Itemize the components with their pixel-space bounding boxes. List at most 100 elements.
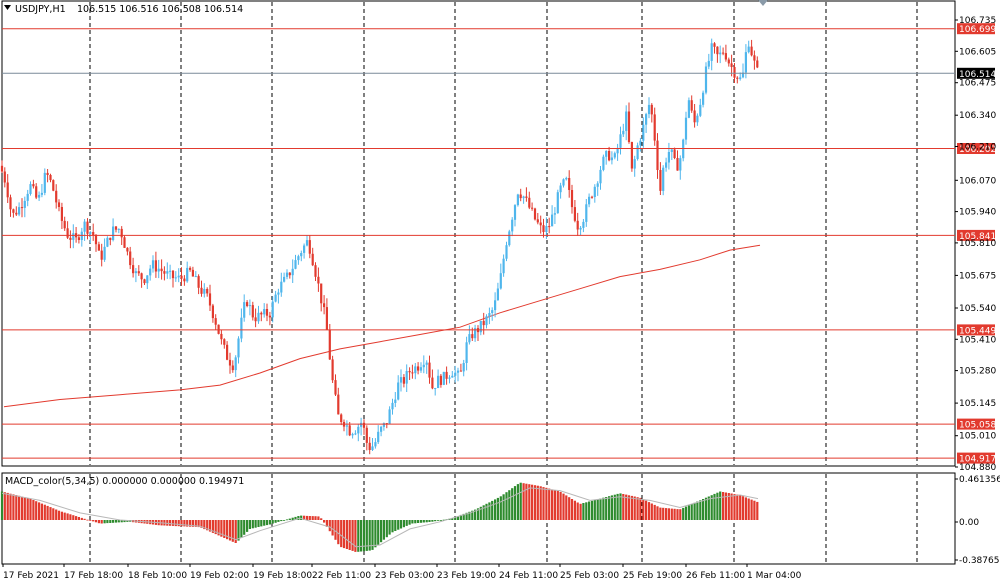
candle [297, 254, 300, 265]
candle [271, 296, 274, 323]
candle [665, 157, 668, 172]
price-tick-label: 106.605 [959, 47, 996, 57]
macd-histogram-bar [553, 490, 556, 520]
macd-histogram-bar [599, 498, 602, 520]
candle [391, 398, 394, 415]
candle [254, 308, 257, 328]
candle [240, 308, 243, 343]
macd-histogram-bar [442, 519, 445, 521]
macd-histogram-bar [465, 512, 468, 520]
candle [727, 57, 730, 67]
chart-header: USDJPY,H1 106.515 106.516 106.508 106.51… [4, 4, 243, 15]
macd-histogram-bar [399, 520, 403, 529]
candle [522, 195, 525, 204]
candle [656, 133, 659, 179]
macd-layer [0, 482, 759, 552]
candle [744, 44, 747, 79]
macd-histogram-bar [431, 520, 434, 522]
candle [9, 194, 12, 217]
candle [539, 215, 542, 234]
candle [106, 236, 109, 248]
candle [645, 112, 648, 133]
macd-histogram-bar [522, 483, 525, 520]
macd-histogram-bar [228, 520, 232, 541]
candle [334, 374, 337, 396]
macd-histogram-bar [659, 507, 662, 520]
chart-shift-marker-icon[interactable] [758, 0, 768, 6]
macd-histogram-bar [488, 502, 491, 520]
macd-histogram-bar [38, 502, 41, 520]
macd-histogram-bar [206, 520, 209, 531]
macd-histogram-bar [106, 520, 109, 524]
candle [126, 247, 129, 256]
candle [194, 271, 197, 278]
candle [531, 202, 534, 211]
macd-histogram-bar [297, 516, 300, 520]
candle [174, 271, 177, 282]
candle [157, 259, 160, 279]
macd-histogram-bar [456, 516, 460, 520]
macd-histogram-bar [585, 502, 588, 520]
macd-histogram-bar [320, 518, 323, 520]
candle [454, 365, 457, 383]
macd-histogram-bar [391, 520, 394, 533]
macd-histogram-bar [0, 491, 4, 520]
macd-histogram-bar [365, 520, 368, 551]
price-tick-label: 106.070 [959, 176, 996, 186]
symbol-menu-arrow-icon[interactable] [4, 5, 11, 10]
candle [251, 301, 254, 321]
candle [667, 142, 670, 170]
candle [86, 218, 89, 240]
candle [494, 292, 497, 318]
candle [696, 113, 699, 126]
candle [357, 423, 360, 442]
macd-histogram-bar [533, 485, 537, 520]
candle [542, 218, 545, 238]
candle [556, 189, 559, 214]
macd-histogram-bar [237, 520, 240, 541]
macd-histogram-bar [707, 496, 710, 520]
macd-histogram-bar [15, 495, 18, 520]
candle [60, 202, 63, 229]
candle [442, 371, 445, 386]
candle [630, 141, 633, 172]
price-tick-label: 105.280 [959, 367, 996, 377]
candle [562, 178, 565, 188]
macd-histogram-bar [60, 511, 63, 520]
macd-histogram-bar [408, 520, 411, 525]
candle [163, 266, 166, 281]
candle [3, 167, 6, 188]
candle [166, 262, 169, 279]
macd-histogram-bar [340, 520, 343, 548]
macd-histogram-bar [311, 516, 314, 520]
candle [283, 272, 286, 283]
macd-histogram-bar [92, 520, 95, 522]
macd-histogram-bar [251, 520, 254, 529]
macd-histogram-bar [377, 520, 380, 545]
macd-histogram-bar [588, 501, 591, 520]
macd-histogram-bar [494, 499, 497, 520]
candle [117, 228, 120, 234]
candle [710, 38, 713, 71]
candle [568, 170, 571, 198]
macd-histogram-bar [417, 520, 420, 523]
macd-histogram-bar [673, 508, 676, 520]
macd-histogram-bar [425, 520, 428, 523]
candle [605, 150, 608, 165]
macd-histogram-bar [260, 520, 263, 527]
macd-histogram-bar [545, 487, 548, 520]
macd-histogram-bar [380, 520, 383, 543]
macd-histogram-bar [414, 520, 417, 524]
macd-histogram-bar [437, 520, 440, 521]
level-price-tag [957, 452, 995, 464]
price-panel-frame [1, 0, 956, 467]
macd-histogram-bar [283, 520, 286, 521]
price-tick-label: 105.145 [959, 399, 996, 409]
macd-histogram-bar [576, 502, 579, 520]
time-tick-label: 17 Feb 18:00 [64, 571, 123, 581]
candle [203, 283, 206, 298]
candle [228, 352, 232, 374]
axes-layer: 106.735 106.605 106.475 106.340 106.210 106.0… [2, 16, 1000, 581]
